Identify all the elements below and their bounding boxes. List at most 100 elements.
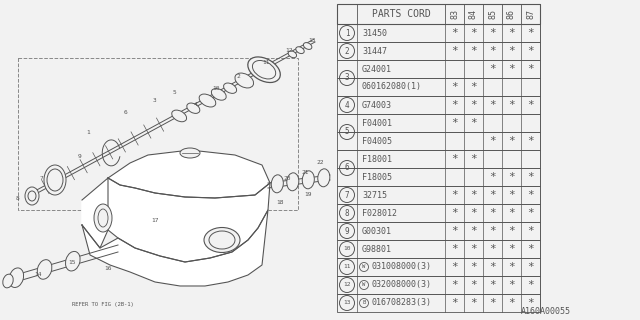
Text: *: *	[527, 172, 534, 182]
Ellipse shape	[187, 103, 200, 113]
Text: *: *	[527, 262, 534, 272]
Ellipse shape	[318, 169, 330, 187]
Text: F04001: F04001	[362, 118, 392, 127]
Polygon shape	[82, 178, 108, 248]
Text: *: *	[470, 118, 477, 128]
Bar	[337, 114, 540, 132]
Polygon shape	[108, 178, 270, 262]
Text: F18005: F18005	[362, 172, 392, 181]
Text: *: *	[527, 226, 534, 236]
Text: 11: 11	[262, 60, 269, 65]
Text: 3: 3	[153, 98, 157, 102]
Ellipse shape	[98, 209, 108, 227]
Text: 016708283(3): 016708283(3)	[371, 299, 431, 308]
Ellipse shape	[209, 231, 235, 249]
Text: REFER TO FIG (2B-1): REFER TO FIG (2B-1)	[72, 302, 134, 307]
Text: *: *	[451, 100, 458, 110]
Text: *: *	[508, 190, 515, 200]
Text: *: *	[489, 298, 496, 308]
Text: 032008000(3): 032008000(3)	[371, 281, 431, 290]
Ellipse shape	[211, 89, 226, 100]
Text: 9: 9	[345, 227, 349, 236]
Text: *: *	[508, 298, 515, 308]
Text: *: *	[527, 280, 534, 290]
Polygon shape	[82, 210, 268, 286]
Bar	[337, 204, 540, 222]
Bar	[337, 78, 540, 96]
Text: *: *	[508, 28, 515, 38]
Text: 2: 2	[236, 75, 240, 79]
Text: 19: 19	[304, 193, 312, 197]
Ellipse shape	[204, 228, 240, 252]
Text: G24001: G24001	[362, 65, 392, 74]
Text: 6: 6	[345, 164, 349, 172]
Text: 20: 20	[284, 175, 291, 180]
Text: 17: 17	[151, 218, 159, 222]
Text: *: *	[470, 208, 477, 218]
Text: *: *	[470, 280, 477, 290]
Text: *: *	[470, 100, 477, 110]
Ellipse shape	[65, 252, 80, 271]
Ellipse shape	[271, 175, 284, 193]
Ellipse shape	[180, 148, 200, 158]
Text: *: *	[489, 244, 496, 254]
Text: *: *	[470, 262, 477, 272]
Polygon shape	[108, 150, 270, 198]
Text: 13: 13	[308, 38, 316, 44]
Text: *: *	[489, 280, 496, 290]
Text: *: *	[508, 280, 515, 290]
Text: 5: 5	[345, 127, 349, 137]
Text: 1: 1	[345, 28, 349, 37]
Text: *: *	[470, 28, 477, 38]
Text: *: *	[470, 190, 477, 200]
Text: 31450: 31450	[362, 28, 387, 37]
Ellipse shape	[25, 187, 39, 205]
Text: *: *	[451, 280, 458, 290]
Text: 83: 83	[450, 9, 459, 19]
Ellipse shape	[28, 191, 36, 201]
Text: B: B	[362, 300, 365, 306]
Text: *: *	[451, 262, 458, 272]
Text: 31447: 31447	[362, 46, 387, 55]
Bar	[337, 42, 540, 60]
Text: *: *	[489, 262, 496, 272]
Ellipse shape	[248, 57, 280, 83]
Text: 85: 85	[488, 9, 497, 19]
Text: W: W	[362, 265, 365, 269]
Text: *: *	[451, 154, 458, 164]
Text: *: *	[527, 46, 534, 56]
Text: 22: 22	[316, 161, 324, 165]
Text: *: *	[451, 298, 458, 308]
Text: PARTS CORD: PARTS CORD	[372, 9, 430, 19]
Text: *: *	[527, 136, 534, 146]
Text: 9: 9	[78, 154, 82, 158]
Ellipse shape	[47, 169, 63, 191]
Text: W: W	[362, 283, 365, 287]
Text: *: *	[451, 118, 458, 128]
Text: *: *	[508, 226, 515, 236]
Ellipse shape	[37, 260, 52, 279]
Bar	[337, 4, 540, 24]
Text: 5: 5	[172, 91, 176, 95]
Text: *: *	[489, 136, 496, 146]
Ellipse shape	[44, 165, 66, 195]
Text: 3: 3	[345, 74, 349, 83]
Text: *: *	[470, 244, 477, 254]
Text: *: *	[489, 46, 496, 56]
Text: 15: 15	[68, 260, 76, 265]
Ellipse shape	[223, 83, 237, 93]
Text: *: *	[451, 244, 458, 254]
Text: *: *	[508, 172, 515, 182]
Text: 031008000(3): 031008000(3)	[371, 262, 431, 271]
Text: *: *	[470, 46, 477, 56]
Bar	[337, 222, 540, 240]
Text: *: *	[470, 154, 477, 164]
Text: F028012: F028012	[362, 209, 397, 218]
Text: 86: 86	[507, 9, 516, 19]
Ellipse shape	[3, 274, 13, 288]
Text: 2: 2	[345, 46, 349, 55]
Text: *: *	[527, 190, 534, 200]
Ellipse shape	[172, 110, 187, 122]
Text: 10: 10	[212, 85, 220, 91]
Ellipse shape	[9, 268, 24, 287]
